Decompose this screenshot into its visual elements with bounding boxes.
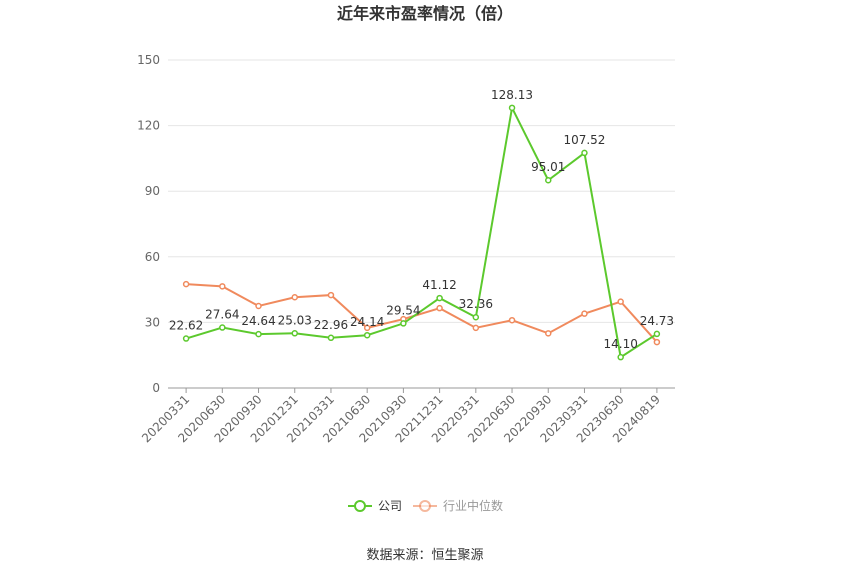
industry-median-point[interactable] [653,338,661,346]
company-point[interactable] [182,335,190,342]
company-point[interactable] [363,331,371,339]
company-data-label: 41.12 [422,278,456,292]
company-data-label: 29.54 [386,303,420,317]
industry-median-point[interactable] [219,283,226,290]
industry-median-point[interactable] [436,304,443,312]
company-point[interactable] [291,330,298,337]
company-series-line [185,104,658,359]
legend-company-label: 公司 [378,499,402,513]
y-tick-label: 150 [137,53,160,67]
company-point[interactable] [219,324,226,331]
company-data-label: 22.96 [314,318,348,332]
industry-median-point[interactable] [327,291,335,299]
company-point[interactable] [617,353,624,361]
chart-title: 近年来市盈率情况（倍） [337,4,513,23]
industry-median-point[interactable] [617,298,624,305]
industry-median-point[interactable] [581,310,588,317]
y-tick-label: 0 [152,381,160,395]
x-axis: 2020033120200630202009302020123120210331… [139,387,675,445]
industry-median-point[interactable] [291,294,298,301]
company-data-label: 25.03 [278,313,312,327]
company-point[interactable] [653,330,661,338]
data-source: 数据来源：恒生聚源 [366,548,483,563]
y-tick-label: 60 [145,250,160,264]
legend-item-company[interactable]: 公司 [348,499,402,513]
company-data-label: 107.52 [563,133,605,147]
y-tick-label: 120 [137,119,160,133]
industry-median-point[interactable] [255,302,262,310]
company-point[interactable] [581,149,588,157]
industry-median-series-line [186,283,658,343]
y-tick-label: 90 [145,184,160,198]
industry-median-point[interactable] [363,324,371,332]
y-tick-label: 30 [145,315,160,329]
company-data-label: 24.73 [640,314,674,328]
industry-median-point[interactable] [545,330,552,337]
company-data-label: 95.01 [531,160,565,174]
company-data-label: 24.14 [350,315,384,329]
company-data-label: 27.64 [205,308,239,322]
company-point[interactable] [508,104,516,112]
legend-industry-marker-icon [419,500,431,512]
legend-company-marker-icon [354,500,366,512]
legend-industry-label: 行业中位数 [443,498,503,513]
company-data-label: 128.13 [491,88,533,102]
company-point[interactable] [327,334,335,342]
legend-item-industry-median[interactable]: 行业中位数 [413,498,503,513]
industry-median-point[interactable] [508,316,516,324]
industry-median-point[interactable] [472,324,480,332]
company-point[interactable] [472,313,480,321]
company-point[interactable] [400,320,407,327]
legend: 公司 行业中位数 [348,498,503,513]
y-gridlines [168,59,675,323]
company-point[interactable] [255,330,262,338]
company-data-label: 24.64 [241,314,275,328]
company-data-label: 22.62 [169,319,203,333]
company-point[interactable] [436,294,443,302]
company-data-label: 32.36 [459,297,493,311]
y-axis: 0 30 60 90 120 150 [137,53,160,395]
industry-median-point[interactable] [182,280,190,288]
company-data-label: 14.10 [603,337,637,351]
series-layer [182,104,661,361]
company-point[interactable] [545,176,552,184]
